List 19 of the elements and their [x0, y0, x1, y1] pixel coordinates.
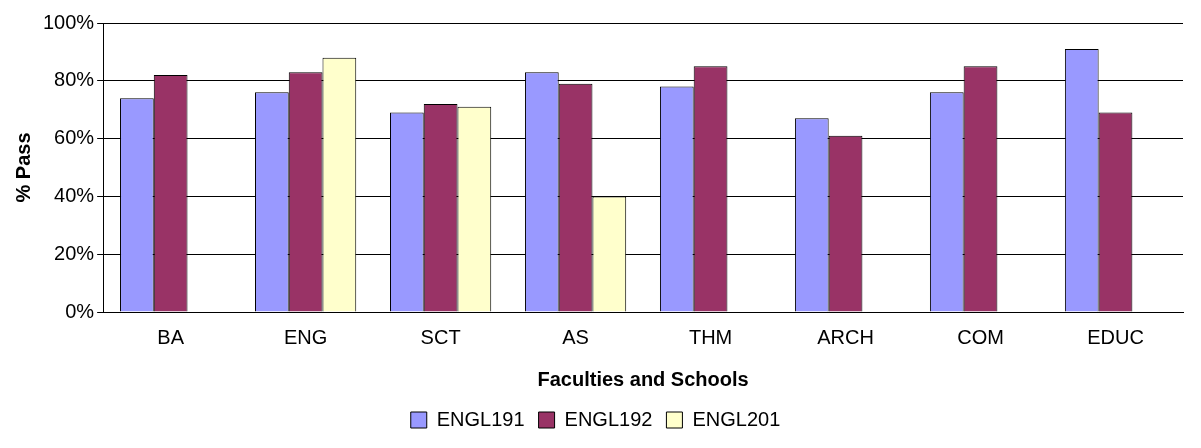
- legend-label: ENGL192: [564, 407, 653, 430]
- y-tick-label: 20%: [54, 241, 95, 264]
- legend-label: ENGL201: [692, 407, 781, 430]
- x-tick-label: COM: [957, 325, 1004, 348]
- y-tick-label: 100%: [43, 10, 95, 33]
- x-tick-label: SCT: [420, 325, 461, 348]
- y-tick-label: 40%: [54, 183, 95, 206]
- legend-label: ENGL191: [436, 407, 525, 430]
- x-tick-label: ENG: [283, 325, 328, 348]
- y-tick-label: 0%: [65, 299, 95, 322]
- x-tick-label: BA: [157, 325, 185, 348]
- x-tick-label: EDUC: [1087, 325, 1144, 348]
- y-axis-title: % Pass: [11, 132, 34, 203]
- y-tick-label: 80%: [54, 68, 95, 91]
- y-tick-label: 60%: [54, 126, 95, 149]
- x-tick-label: THM: [688, 325, 733, 348]
- x-axis-title: Faculties and Schools: [537, 367, 749, 390]
- x-tick-label: ARCH: [817, 325, 874, 348]
- x-tick-label: AS: [562, 325, 589, 348]
